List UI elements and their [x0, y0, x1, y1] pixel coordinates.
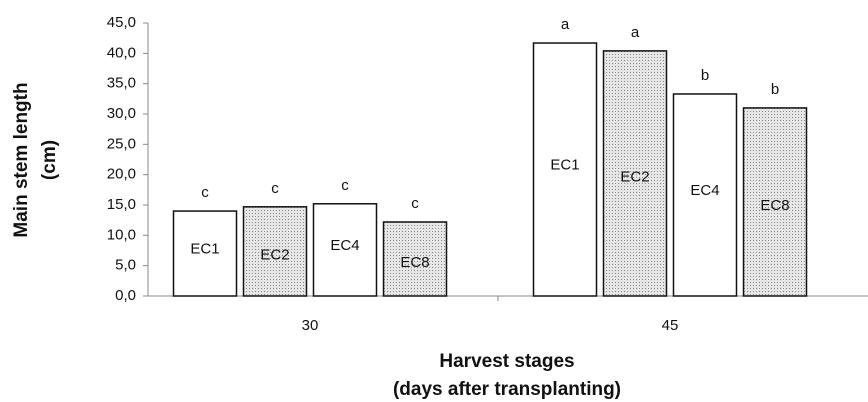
significance-letter: c [341, 177, 349, 194]
y-tick-label: 20,0 [107, 166, 136, 183]
bar-label: EC1 [550, 156, 579, 173]
bar-label: EC2 [620, 168, 649, 185]
significance-letter: c [271, 180, 279, 197]
x-tick-label: 30 [302, 317, 319, 334]
bar [382, 221, 448, 297]
bar-label: EC2 [260, 246, 289, 263]
significance-letter: b [771, 81, 779, 98]
bar-label: EC8 [760, 197, 789, 214]
y-tick-label: 35,0 [107, 75, 136, 92]
bar-label: EC4 [330, 237, 359, 254]
significance-letter: a [631, 24, 640, 41]
bar [242, 206, 308, 297]
x-axis-title: (days after transplanting) [393, 379, 621, 400]
y-tick-label: 5,0 [115, 257, 136, 274]
bar [172, 210, 238, 297]
significance-letter: c [411, 195, 419, 212]
y-tick-label: 30,0 [107, 105, 136, 122]
significance-letter: a [561, 16, 570, 33]
y-tick-label: 0,0 [115, 287, 136, 304]
bar [672, 93, 738, 297]
bar-label: EC4 [690, 182, 719, 199]
significance-letter: c [201, 184, 209, 201]
bar [532, 42, 598, 297]
bar-label: EC1 [190, 241, 219, 258]
significance-letter: b [701, 67, 709, 84]
x-axis-title: Harvest stages [439, 351, 574, 372]
x-tick-label: 45 [662, 317, 679, 334]
bar [312, 203, 378, 297]
y-tick-label: 45,0 [107, 14, 136, 31]
bar [602, 50, 668, 297]
y-axis-title: (cm) [39, 140, 60, 180]
y-tick-label: 10,0 [107, 226, 136, 243]
y-tick-label: 40,0 [107, 44, 136, 61]
y-tick-label: 15,0 [107, 196, 136, 213]
bar-label: EC8 [400, 254, 429, 271]
y-axis-title: Main stem length [11, 82, 32, 237]
y-tick-label: 25,0 [107, 135, 136, 152]
bar [742, 107, 808, 297]
